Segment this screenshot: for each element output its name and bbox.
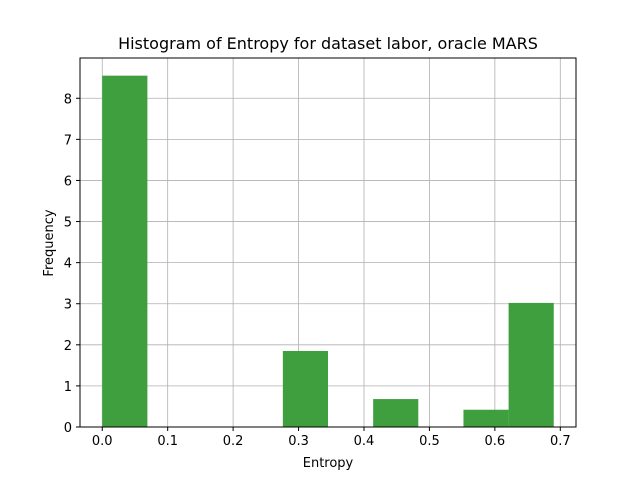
x-tick-label: 0.5 — [419, 434, 440, 449]
histogram-bar — [508, 302, 554, 427]
plot-frame — [79, 57, 577, 428]
chart-title: Histogram of Entropy for dataset labor, … — [118, 34, 538, 53]
histogram-bar — [463, 409, 509, 427]
x-axis-label: Entropy — [303, 456, 354, 471]
y-tick-label: 8 — [64, 92, 72, 107]
y-tick-label: 2 — [64, 339, 72, 354]
y-tick-label: 7 — [64, 133, 72, 148]
y-tick-label: 5 — [64, 216, 72, 231]
x-tick-label: 0.4 — [354, 434, 375, 449]
y-tick-label: 0 — [64, 421, 72, 436]
y-axis-label: Frequency — [42, 209, 57, 276]
y-tick-label: 3 — [64, 298, 72, 313]
y-tick-label: 6 — [64, 174, 72, 189]
x-axis-ticks: 0.0 0.1 0.2 0.3 0.4 0.5 0.6 0.7 — [92, 427, 571, 449]
y-tick-label: 1 — [64, 380, 72, 395]
x-tick-label: 0.7 — [550, 434, 571, 449]
x-tick-label: 0.3 — [288, 434, 309, 449]
histogram-bar — [373, 399, 419, 427]
histogram-bar — [102, 75, 148, 428]
y-axis-ticks: 0 1 2 3 4 5 6 7 8 — [64, 92, 80, 436]
y-tick-label: 4 — [64, 257, 72, 272]
x-tick-label: 0.1 — [157, 434, 178, 449]
x-tick-label: 0.2 — [223, 434, 244, 449]
x-tick-label: 0.0 — [92, 434, 113, 449]
grid — [80, 58, 576, 428]
x-tick-label: 0.6 — [485, 434, 506, 449]
bars — [102, 75, 554, 428]
histogram-bar — [282, 350, 328, 427]
